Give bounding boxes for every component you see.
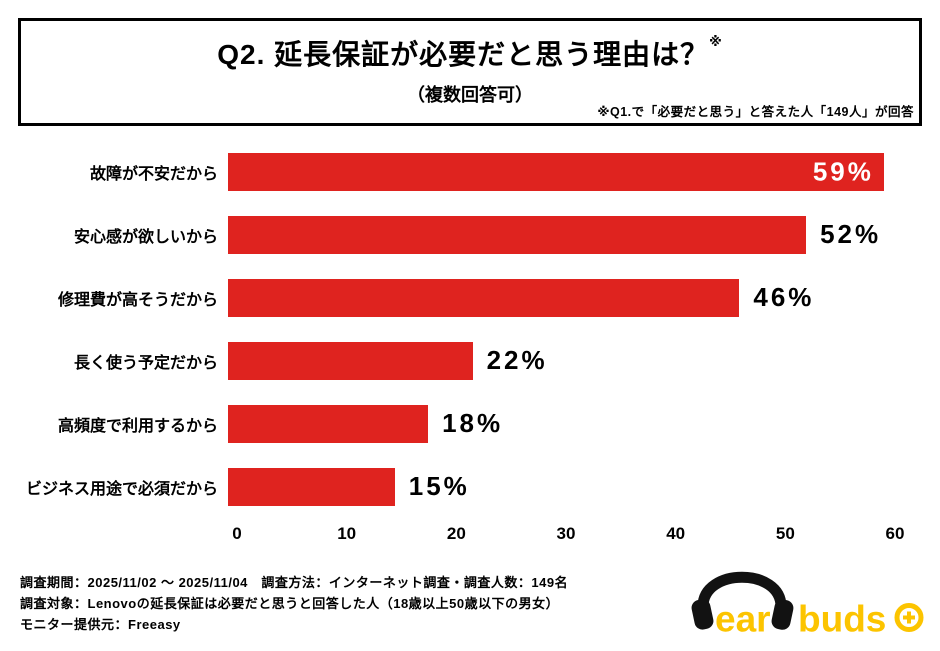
bar: [228, 404, 429, 443]
value-label: 22%: [486, 345, 548, 375]
x-tick-label: 20: [446, 524, 466, 543]
category-label: 修理費が高そうだから: [57, 291, 218, 309]
bar-track: 18%: [228, 404, 895, 443]
bar-track: 15%: [228, 467, 895, 506]
value-label: 15%: [408, 471, 470, 501]
chart-row: 修理費が高そうだから 46%: [0, 266, 940, 329]
value-label: 18%: [442, 408, 504, 438]
survey-meta-line: 調査期間：2025/11/02 ～ 2025/11/04 調査方法：インターネッ…: [20, 575, 569, 590]
page-title: Q2. 延長保証が必要だと思う理由は？※: [21, 33, 919, 73]
earbuds-logo: ear buds: [691, 571, 924, 640]
x-tick-label: 10: [337, 524, 357, 543]
chart-row: 安心感が欲しいから 52%: [0, 203, 940, 266]
chart-row: 長く使う予定だから 22%: [0, 329, 940, 392]
bar-track: 22%: [228, 341, 895, 380]
category-label: 故障が不安だから: [89, 165, 218, 183]
plus-circle-icon: [894, 603, 924, 632]
category-label: ビジネス用途で必須だから: [25, 480, 218, 498]
survey-meta-line: モニター提供元：Freeasy: [20, 617, 181, 632]
bar-chart: 故障が不安だから 59% 安心感が欲しいから 52% 修理費が高そうだから 46% 長く使う…: [0, 140, 940, 550]
bar-track: 52%: [228, 215, 895, 254]
survey-meta-line: 調査対象：Lenovoの延長保証は必要だと思うと回答した人（18歳以上50歳以下…: [20, 596, 560, 611]
title-box: Q2. 延長保証が必要だと思う理由は？※ （複数回答可） ※Q1.で「必要だと思…: [18, 18, 922, 126]
bar: [228, 341, 473, 380]
value-label: 59%: [812, 156, 874, 186]
title-footnote-mark: ※: [709, 34, 723, 49]
respondent-note: ※Q1.で「必要だと思う」と答えた人「149人」が回答: [597, 105, 914, 119]
page-subtitle: （複数回答可）: [407, 85, 533, 105]
bar: [228, 215, 807, 254]
value-label: 46%: [753, 282, 815, 312]
x-tick-label: 50: [775, 524, 795, 543]
bar-track: 59%: [228, 152, 895, 191]
x-tick-label: 40: [666, 524, 686, 543]
survey-meta: 調査期間：2025/11/02 ～ 2025/11/04 調査方法：インターネッ…: [20, 572, 568, 635]
x-tick-label: 60: [885, 524, 905, 543]
category-label: 安心感が欲しいから: [73, 228, 218, 246]
bar-track: 46%: [228, 278, 895, 317]
bar-chart-rows: 故障が不安だから 59% 安心感が欲しいから 52% 修理費が高そうだから 46% 長く使う…: [0, 140, 940, 518]
category-label: 高頻度で利用するから: [57, 417, 218, 435]
chart-row: 高頻度で利用するから 18%: [0, 392, 940, 455]
x-tick-label: 0: [232, 524, 242, 543]
logo-text-ear: ear: [715, 599, 771, 640]
x-axis: 0 10 20 30 40 50 60: [232, 524, 904, 550]
bar: [228, 278, 740, 317]
page-title-text: Q2. 延長保証が必要だと思う理由は？: [217, 39, 710, 70]
headphones-icon: [691, 571, 794, 630]
logo-text-buds: buds: [798, 599, 886, 640]
category-label: 長く使う予定だから: [73, 354, 218, 372]
bar: [228, 467, 395, 506]
chart-row: ビジネス用途で必須だから 15%: [0, 455, 940, 518]
bar: 59%: [228, 152, 884, 191]
x-tick-label: 30: [556, 524, 576, 543]
value-label: 52%: [820, 219, 882, 249]
chart-row: 故障が不安だから 59%: [0, 140, 940, 203]
